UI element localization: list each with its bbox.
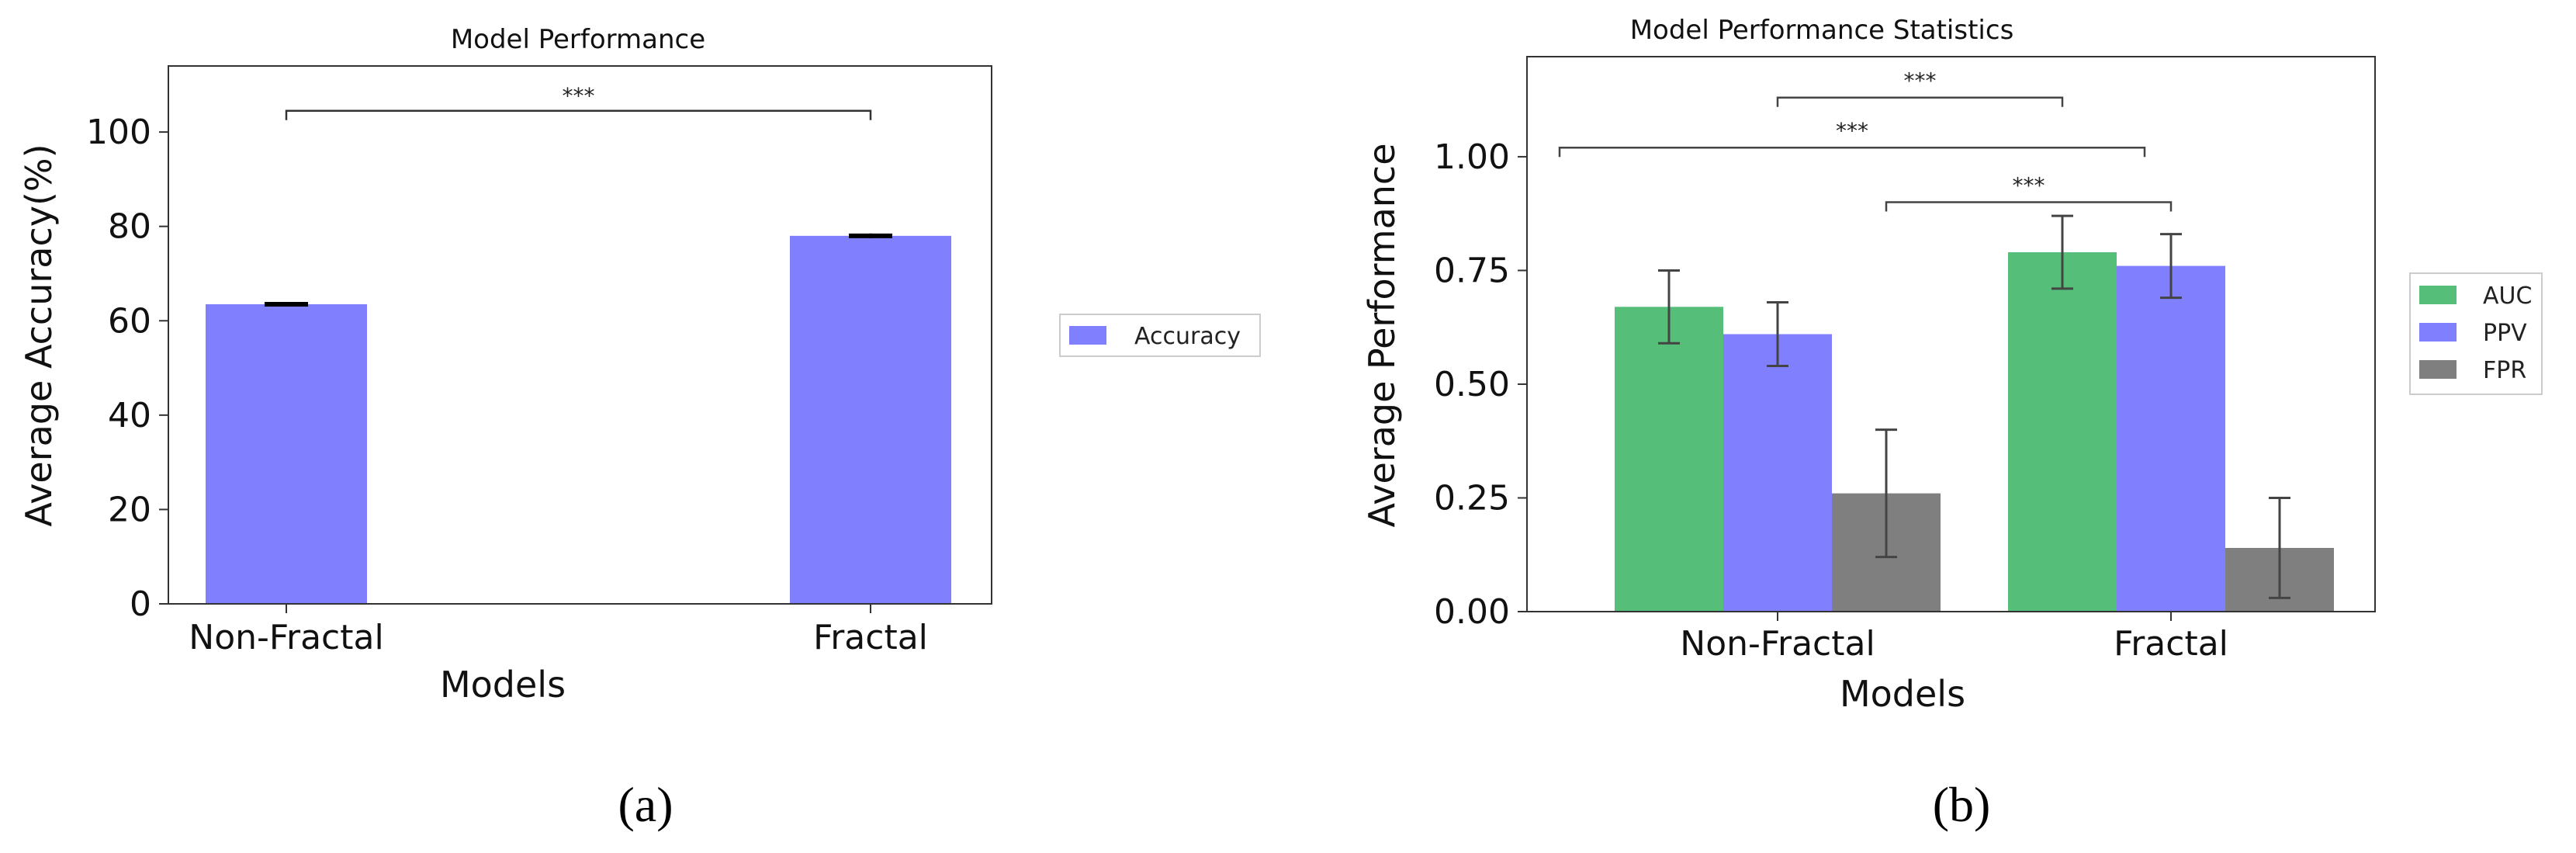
y-tick-label-20: 20 [108,490,151,529]
legend-swatch-fpr [2419,360,2457,379]
chart-b-y-ticks: 0.00 0.25 0.50 0.75 1.00 [1434,137,1527,632]
chart-b-x-ticks: Non-Fractal Fractal [1680,612,2228,664]
y-tick-label-80: 80 [108,207,151,247]
chart-b-plot-frame [1526,56,2376,612]
chart-a-y-axis-label: Average Accuracy(%) [18,144,60,526]
accuracy-chart: Model Performance *** 0 20 40 60 80 100 Non-F… [18,24,1261,832]
chart-b-error-bars [1658,214,2290,599]
y-tick-label-40: 40 [108,396,151,435]
significance-label-2: *** [2013,173,2045,199]
y-tick-label-0-25: 0.25 [1434,478,1510,518]
legend-swatch-auc [2419,286,2457,304]
legend-label-auc: AUC [2483,283,2532,310]
chart-a-significance: *** [285,83,872,120]
chart-b-bars [1615,252,2334,612]
x-tick-label-non-fractal: Non-Fractal [1680,624,1875,664]
legend-label-fpr: FPR [2483,357,2526,384]
legend-label-accuracy: Accuracy [1134,323,1241,350]
chart-a-y-ticks: 0 20 40 60 80 100 [86,113,168,624]
significance-bracket-2 [1885,201,2173,212]
bar-accuracy-fractal [790,235,951,604]
caption-a: (a) [618,777,673,832]
chart-a-title: Model Performance [451,24,705,55]
legend-label-ppv: PPV [2483,320,2527,347]
chart-a-x-ticks: Non-Fractal Fractal [189,604,928,657]
y-tick-label-100: 100 [86,113,151,152]
significance-bracket-1 [1558,146,2146,158]
legend-swatch-accuracy [1069,326,1106,345]
chart-b-legend: AUC PPV FPR [2409,272,2543,395]
significance-label-0: *** [563,83,595,109]
y-tick-label-0-50: 0.50 [1434,365,1510,404]
performance-statistics-chart: Model Performance Statistics *** *** *** 0… [1361,15,2543,832]
legend-swatch-ppv [2419,323,2457,342]
significance-label-0: *** [1904,68,1937,94]
y-tick-label-0: 0 [130,584,151,624]
y-tick-label-0-00: 0.00 [1434,592,1510,632]
x-tick-label-fractal: Fractal [813,618,928,657]
bar-ppv-non-fractal [1723,334,1832,612]
chart-a-bars [206,235,951,604]
bar-ppv-fractal [2117,265,2225,612]
y-tick-label-60: 60 [108,301,151,341]
chart-b-x-axis-label: Models [1840,673,1965,715]
chart-a-x-axis-label: Models [440,664,566,706]
y-tick-label-1-00: 1.00 [1434,137,1510,177]
y-tick-label-0-75: 0.75 [1434,251,1510,290]
bar-accuracy-non-fractal [206,303,367,604]
significance-bracket-0 [1776,96,2064,107]
x-tick-label-non-fractal: Non-Fractal [189,618,383,657]
caption-b: (b) [1933,777,1991,832]
chart-a-error-bars [265,233,892,307]
bar-auc-fractal [2008,252,2117,612]
bar-auc-non-fractal [1615,307,1723,612]
x-tick-label-fractal: Fractal [2114,624,2228,664]
chart-a-legend: Accuracy [1059,314,1261,357]
chart-a-plot-frame [168,65,992,605]
chart-b-y-axis-label: Average Performance [1361,143,1403,527]
chart-b-title: Model Performance Statistics [1630,15,2014,46]
significance-bracket-0 [285,109,872,120]
significance-label-1: *** [1836,118,1868,144]
chart-b-significance: *** *** *** [1558,68,2173,212]
